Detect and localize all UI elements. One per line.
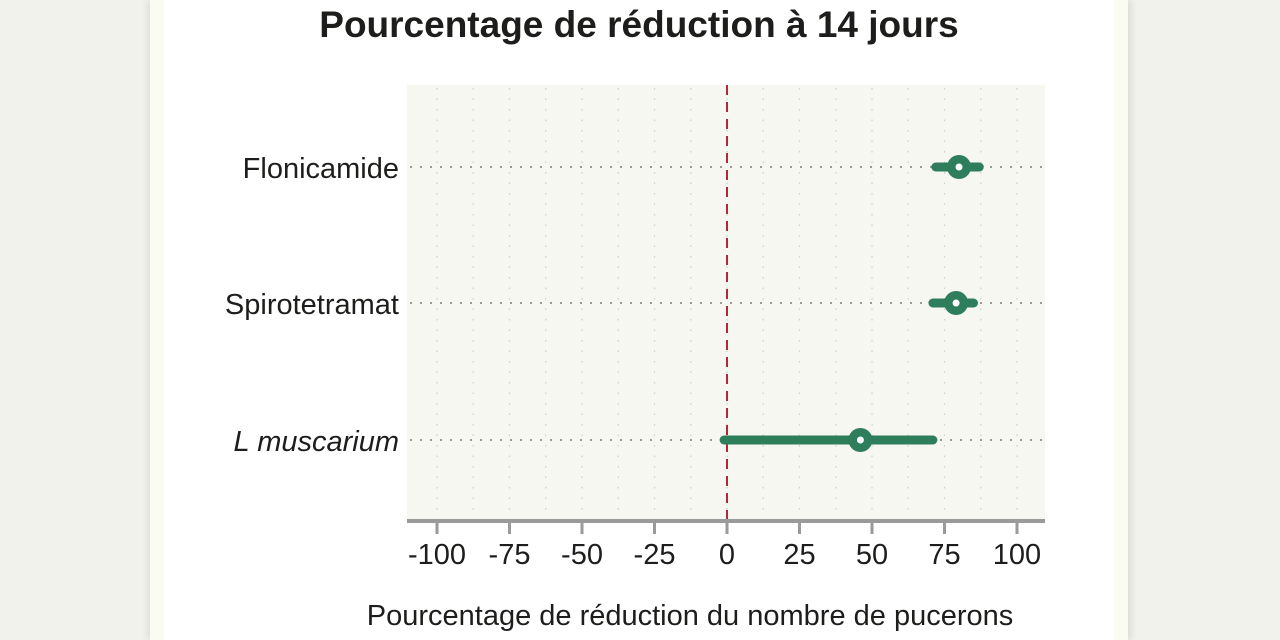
tick-label: -50 [561,539,603,571]
tick-label: 100 [993,539,1041,571]
category-label: Spirotetramat [225,289,399,321]
tick-label: -75 [489,539,531,571]
point-center [856,436,864,444]
category-label: Flonicamide [243,153,399,185]
tick-label: 25 [783,539,815,571]
vertical-gridlines [436,88,1018,518]
chart-title: Pourcentage de réduction à 14 jours [319,4,959,45]
point-center [955,163,963,171]
point-center [952,299,960,307]
data-points [719,155,984,452]
x-axis-ticks: -100 -75 -50 -25 0 25 50 75 100 [408,521,1041,571]
tick-label: 0 [719,539,735,571]
y-axis-labels: Flonicamide Spirotetramat L muscarium [225,153,399,458]
category-label: L muscarium [234,426,399,458]
x-axis-label: Pourcentage de réduction du nombre de pu… [366,600,1014,632]
tick-label: -25 [634,539,676,571]
tick-label: 75 [928,539,960,571]
tick-label: -100 [408,539,466,571]
tick-label: 50 [856,539,888,571]
